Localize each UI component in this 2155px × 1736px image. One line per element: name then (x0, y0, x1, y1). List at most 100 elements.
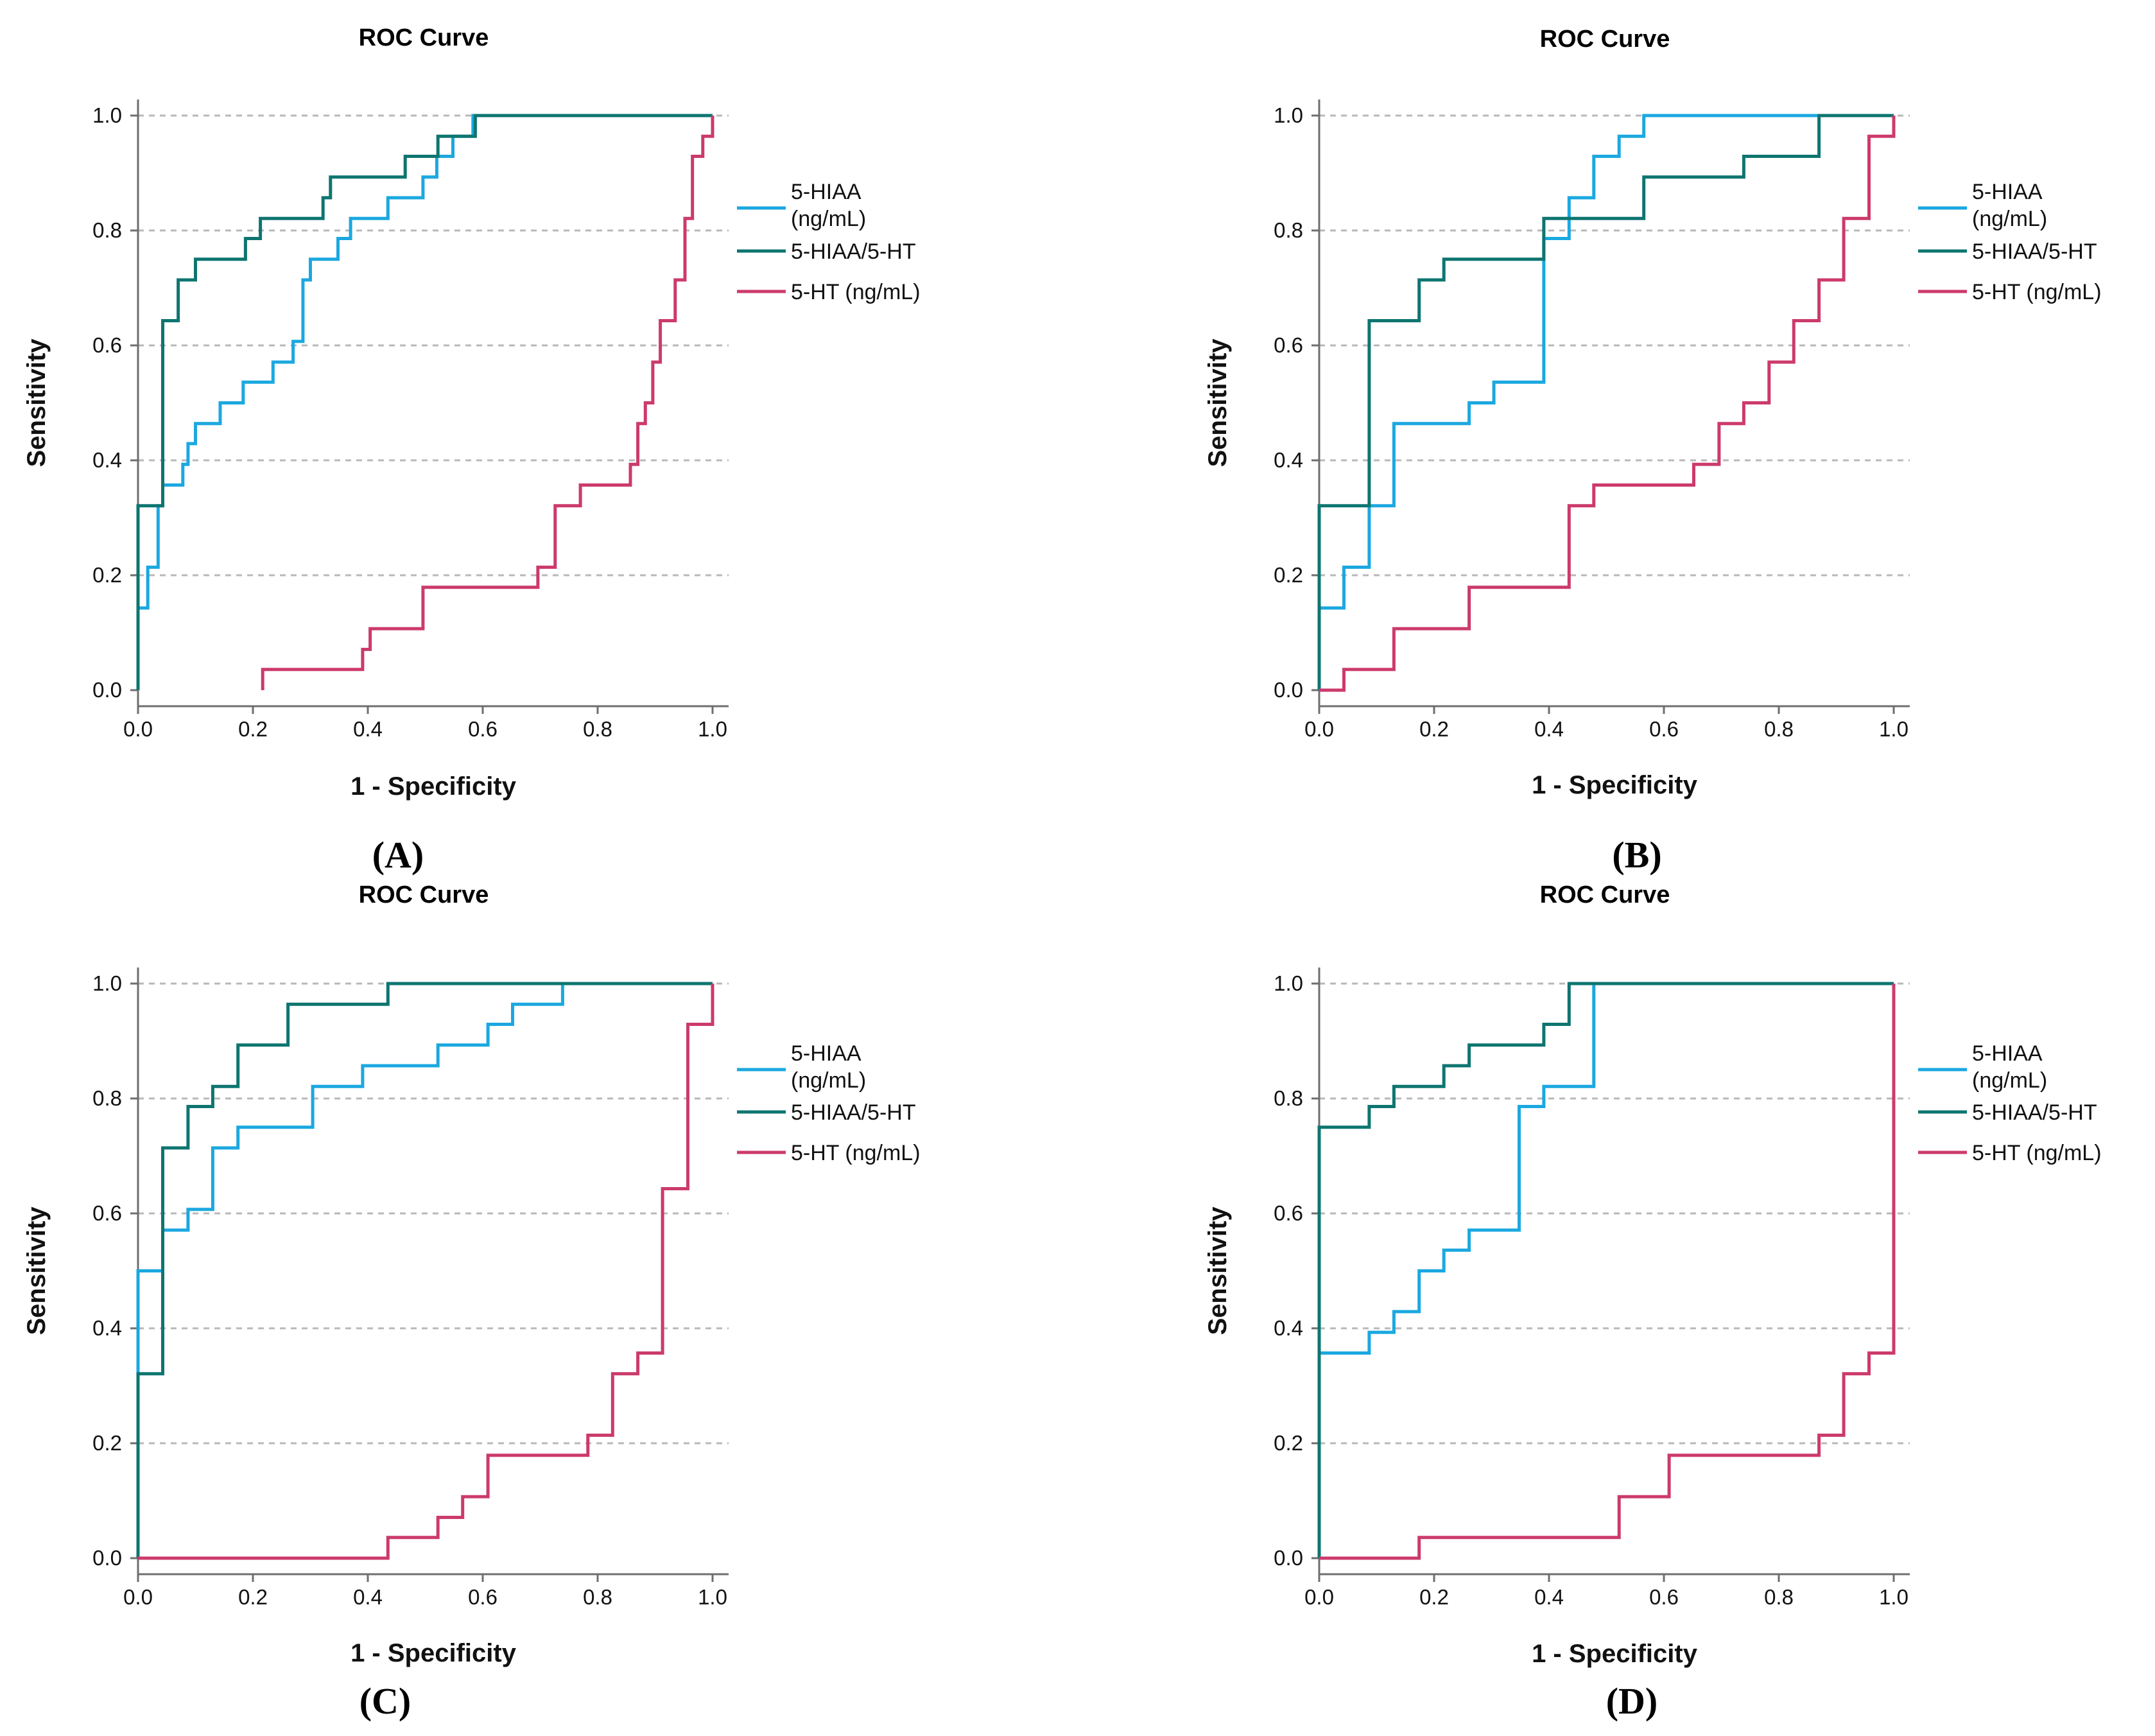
series-line-5-hiaa-5-ht (136, 982, 713, 1558)
series-line-5-hiaa (136, 114, 713, 690)
panel-c: ROC Curve 0.0 0.2 0.4 0.6 0.8 1.0 0.0 0.2 0.4 0.6… (0, 868, 1077, 1736)
x-tick-label: 0.8 (583, 1585, 612, 1609)
panel-tag: (D) (1605, 1680, 1658, 1722)
series-line-5-ht (1319, 116, 1896, 692)
x-tick-label: 0.4 (1534, 717, 1564, 741)
panel-tag: (B) (1612, 834, 1662, 876)
y-tick-label: 0.6 (92, 333, 122, 357)
panel-tag: (C) (359, 1680, 411, 1722)
legend-label-5-hiaa-5-ht: 5-HIAA/5-HT (1972, 1100, 2097, 1125)
legend-label-5-ht: 5-HT (ng/mL) (1972, 280, 2102, 304)
legend: 5-HIAA (ng/mL) 5-HIAA/5-HT 5-HT (ng/mL) (1918, 180, 2102, 304)
y-tick-label: 0.4 (1274, 1316, 1303, 1340)
y-tick-label: 1.0 (92, 971, 122, 995)
series-line-5-hiaa-5-ht (1317, 982, 1894, 1558)
x-tick-label: 0.0 (123, 1585, 153, 1609)
x-tick-label: 0.0 (1304, 1585, 1334, 1609)
y-tick-label: 1.0 (1274, 103, 1303, 127)
x-tick-label: 0.6 (468, 717, 498, 741)
legend: 5-HIAA (ng/mL) 5-HIAA/5-HT 5-HT (ng/mL) (737, 180, 921, 304)
x-tick-label: 0.2 (238, 717, 268, 741)
x-axis-title: 1 - Specificity (351, 772, 517, 801)
x-tick-label: 0.4 (353, 717, 383, 741)
legend-label-5-hiaa-5-ht: 5-HIAA/5-HT (791, 239, 916, 264)
y-tick-label: 0.8 (1274, 218, 1303, 242)
series-line-5-hiaa (1317, 114, 1894, 690)
y-tick-label: 0.2 (1274, 1431, 1303, 1455)
legend-label-5-hiaa-5-ht: 5-HIAA/5-HT (791, 1100, 916, 1125)
x-tick-label: 1.0 (1879, 717, 1908, 741)
x-tick-label: 0.2 (1419, 1585, 1449, 1609)
x-tick-label: 0.8 (583, 717, 612, 741)
x-tick-label: 0.4 (1534, 1585, 1564, 1609)
x-tick-label: 0.4 (353, 1585, 383, 1609)
y-tick-label: 0.6 (1274, 1201, 1303, 1225)
y-tick-label: 0.8 (92, 218, 122, 242)
panel-b: ROC Curve 0.0 0.2 0.4 0.6 0.8 1.0 0.0 0.2 0.4 0.6… (1181, 0, 2155, 876)
x-tick-label: 1.0 (1879, 1585, 1908, 1609)
series-line-5-hiaa-5-ht (1317, 114, 1894, 690)
y-tick-label: 0.8 (1274, 1086, 1303, 1110)
legend-label-5-ht: 5-HT (ng/mL) (791, 1141, 921, 1165)
roc-chart-a: 0.0 0.2 0.4 0.6 0.8 1.0 0.0 0.2 0.4 0.6 0.8 1.0 1 - … (22, 100, 921, 801)
x-tick-label: 0.8 (1764, 1585, 1794, 1609)
y-tick-label: 1.0 (92, 103, 122, 127)
series-line-5-hiaa (136, 982, 713, 1558)
x-axis-title: 1 - Specificity (1532, 1640, 1698, 1668)
x-tick-label: 1.0 (698, 717, 727, 741)
legend-label-5-hiaa: (ng/mL) (791, 207, 866, 231)
y-tick-label: 0.6 (92, 1201, 122, 1225)
y-tick-label: 0.2 (92, 1431, 122, 1455)
panel-a: ROC Curve 0.0 0.2 0.4 0.6 0.8 1.0 0.0 0.2 0.4 0.6… (0, 0, 1077, 876)
legend-label-5-ht: 5-HT (ng/mL) (1972, 1141, 2102, 1165)
y-axis-title: Sensitivity (22, 1206, 51, 1335)
legend-label-5-hiaa: (ng/mL) (1972, 207, 2047, 231)
legend-label-5-hiaa: (ng/mL) (791, 1068, 866, 1093)
roc-chart-d: 0.0 0.2 0.4 0.6 0.8 1.0 0.0 0.2 0.4 0.6 0.8 1.0 1 - … (1204, 968, 2102, 1668)
x-tick-label: 0.6 (468, 1585, 498, 1609)
chart-title: ROC Curve (358, 881, 489, 908)
y-tick-label: 0.2 (1274, 563, 1303, 587)
series-line-5-ht (1319, 984, 1896, 1560)
panel-tag: (A) (372, 834, 424, 876)
x-tick-label: 0.8 (1764, 717, 1794, 741)
legend-label-5-hiaa: 5-HIAA (791, 1041, 861, 1066)
roc-chart-c: 0.0 0.2 0.4 0.6 0.8 1.0 0.0 0.2 0.4 0.6 0.8 1.0 1 - … (22, 968, 921, 1667)
y-tick-label: 0.0 (92, 678, 122, 702)
y-tick-label: 0.2 (92, 563, 122, 587)
panel-d: ROC Curve 0.0 0.2 0.4 0.6 0.8 1.0 0.0 0.2 0.4 0.6… (1181, 868, 2155, 1736)
x-tick-label: 0.6 (1649, 1585, 1679, 1609)
legend-label-5-hiaa: (ng/mL) (1972, 1068, 2047, 1093)
series-line-5-ht (261, 116, 714, 690)
legend-label-5-hiaa: 5-HIAA (1972, 180, 2043, 204)
x-tick-label: 0.2 (1419, 717, 1449, 741)
chart-title: ROC Curve (358, 24, 489, 51)
series-line-5-ht (138, 984, 714, 1560)
y-tick-label: 1.0 (1274, 971, 1303, 995)
x-tick-label: 1.0 (698, 1585, 727, 1609)
y-axis-title: Sensitivity (1204, 1206, 1232, 1335)
y-tick-label: 0.6 (1274, 333, 1303, 357)
legend-label-5-ht: 5-HT (ng/mL) (791, 280, 921, 304)
x-tick-label: 0.2 (238, 1585, 268, 1609)
x-axis-title: 1 - Specificity (1532, 771, 1698, 799)
legend-label-5-hiaa: 5-HIAA (791, 180, 861, 204)
y-tick-label: 0.8 (92, 1086, 122, 1110)
chart-title: ROC Curve (1539, 881, 1670, 908)
legend-label-5-hiaa: 5-HIAA (1972, 1041, 2043, 1066)
y-tick-label: 0.4 (1274, 448, 1303, 472)
y-tick-label: 0.0 (1274, 678, 1303, 702)
series-line-5-hiaa-5-ht (136, 114, 713, 690)
y-tick-label: 0.4 (92, 1316, 122, 1340)
chart-title: ROC Curve (1539, 26, 1670, 53)
y-axis-title: Sensitivity (22, 338, 51, 467)
x-tick-label: 0.0 (123, 717, 153, 741)
y-tick-label: 0.0 (92, 1546, 122, 1570)
legend-label-5-hiaa-5-ht: 5-HIAA/5-HT (1972, 239, 2097, 264)
roc-chart-b: 0.0 0.2 0.4 0.6 0.8 1.0 0.0 0.2 0.4 0.6 0.8 1.0 1 - … (1204, 100, 2102, 799)
y-tick-label: 0.0 (1274, 1546, 1303, 1570)
x-tick-label: 0.6 (1649, 717, 1679, 741)
y-axis-title: Sensitivity (1204, 338, 1232, 467)
x-tick-label: 0.0 (1304, 717, 1334, 741)
